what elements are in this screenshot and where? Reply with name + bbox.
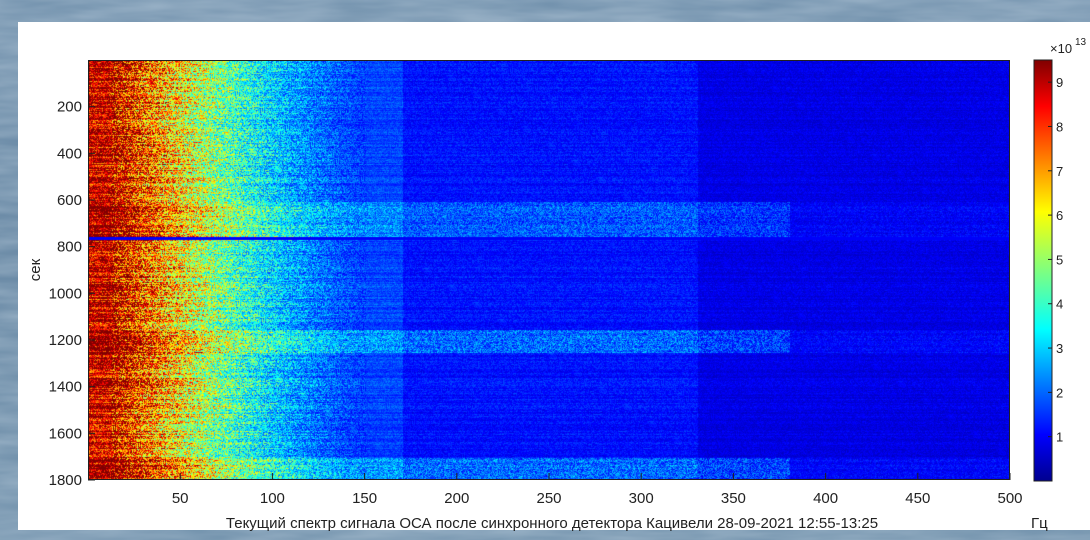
- spectrogram-plot: [88, 60, 1010, 480]
- spectrogram-heatmap: [89, 61, 1009, 479]
